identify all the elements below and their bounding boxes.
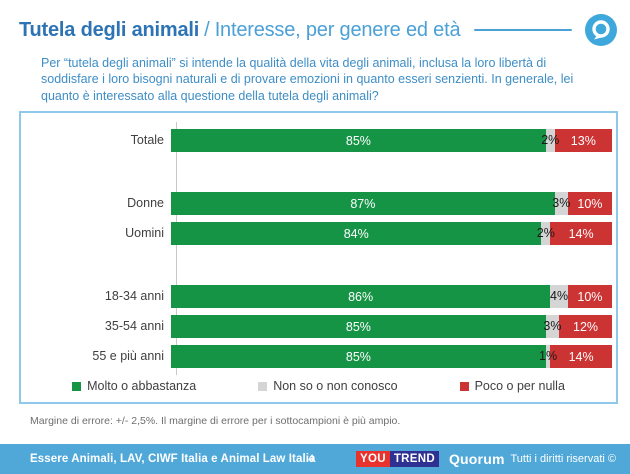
bar-segment: 12% [559, 315, 612, 338]
bar-track: 85% 13% 2% [171, 129, 612, 152]
bar-value-label: 12% [573, 319, 599, 334]
legend-label: Poco o per nulla [474, 379, 565, 393]
bar-segment: 87% [171, 192, 555, 215]
bar-track: 85% 12% 3% [171, 315, 612, 338]
legend-item: Non so o non conosco [258, 379, 398, 393]
legend-label: Non so o non conosco [273, 379, 398, 393]
chart-row: Totale 85% 13% 2% [21, 129, 612, 152]
rights-reserved-text: Tutti i diritti riservati © [510, 453, 617, 465]
legend-swatch [258, 381, 268, 391]
y-axis-line [176, 122, 177, 375]
category-label: 55 e più anni [92, 349, 164, 363]
title-divider-line [474, 29, 572, 31]
legend-item: Molto o abbastanza [72, 379, 196, 393]
bar-value-label: 3% [543, 319, 562, 333]
bar-value-label: 14% [568, 226, 594, 241]
chart-row: 55 e più anni 85% 14% 1% [21, 345, 612, 368]
category-label: 18-34 anni [104, 289, 164, 303]
bar-segment: 85% [171, 345, 546, 368]
margin-of-error-note: Margine di errore: +/- 2,5%. Il margine … [30, 415, 401, 427]
bar-value-label: 86% [348, 289, 374, 304]
bar-value-label: 85% [345, 133, 371, 148]
legend-swatch [459, 381, 469, 391]
bar-segment [550, 285, 568, 308]
page-title: Tutela degli animali [19, 18, 200, 41]
category-label: Donne [127, 196, 164, 210]
chart-area: Totale 85% 13% 2% Donne 87% 10% 3% Uomini 84% 14% 2… [19, 111, 618, 404]
bar-value-label: 87% [350, 196, 376, 211]
category-label: Totale [130, 133, 164, 147]
footer-sources: Essere Animali, LAV, CIWF Italia e Anima… [30, 453, 316, 465]
footer-logos: YOU TREND Quorum [356, 444, 505, 474]
page-subtitle: Interesse, per genere ed età [214, 18, 461, 41]
chart-row: 35-54 anni 85% 12% 3% [21, 315, 612, 338]
bar-value-label: 84% [343, 226, 369, 241]
bar-track: 87% 10% 3% [171, 192, 612, 215]
bar-value-label: 13% [570, 133, 596, 148]
footer-bar: Essere Animali, LAV, CIWF Italia e Anima… [0, 444, 630, 474]
page-number: 4 [308, 453, 315, 465]
bar-track: 86% 10% 4% [171, 285, 612, 308]
bar-segment: 14% [550, 222, 612, 245]
bar-segment: 13% [554, 129, 612, 152]
bar-segment: 14% [550, 345, 612, 368]
bar-segment: 10% [567, 192, 612, 215]
youtrend-logo: YOU TREND [356, 451, 439, 467]
chart-legend: Molto o abbastanza Non so o non conosco Po… [21, 376, 616, 396]
legend-swatch [72, 381, 82, 391]
bar-value-label: 4% [550, 289, 569, 303]
bar-segment [545, 315, 560, 338]
category-label: 35-54 anni [104, 319, 164, 333]
chart-row: Donne 87% 10% 3% [21, 192, 612, 215]
bar-segment: 85% [171, 315, 546, 338]
bar-segment [545, 345, 551, 368]
bar-segment: 10% [567, 285, 612, 308]
youtrend-logo-you: YOU [356, 451, 390, 467]
bar-value-label: 85% [345, 319, 371, 334]
question-text: Per “tutela degli animali” si intende la… [41, 56, 574, 103]
youtrend-logo-trend: TREND [389, 451, 439, 467]
bar-track: 84% 14% 2% [171, 222, 612, 245]
quorum-q-icon [585, 14, 617, 46]
bar-segment [545, 129, 555, 152]
header: Tutela degli animali / Interesse, per ge… [19, 10, 618, 50]
bar-value-label: 1% [539, 349, 558, 363]
bar-track: 85% 14% 1% [171, 345, 612, 368]
bar-segment: 84% [171, 222, 542, 245]
quorum-logo: Quorum [448, 451, 505, 467]
chart-row: Uomini 84% 14% 2% [21, 222, 612, 245]
bar-value-label: 85% [345, 349, 371, 364]
bar-segment: 85% [171, 129, 546, 152]
bar-value-label: 10% [577, 196, 603, 211]
category-label: Uomini [125, 226, 164, 240]
bar-value-label: 2% [536, 226, 555, 240]
bar-segment [554, 192, 568, 215]
title-separator: / [204, 18, 210, 41]
legend-label: Molto o abbastanza [87, 379, 197, 393]
bar-value-label: 3% [552, 196, 571, 210]
chart-row: 18-34 anni 86% 10% 4% [21, 285, 612, 308]
bar-value-label: 10% [577, 289, 603, 304]
bar-segment [541, 222, 551, 245]
bar-value-label: 14% [568, 349, 594, 364]
bar-value-label: 2% [541, 133, 560, 147]
bar-segment: 86% [171, 285, 551, 308]
legend-item: Poco o per nulla [459, 379, 565, 393]
